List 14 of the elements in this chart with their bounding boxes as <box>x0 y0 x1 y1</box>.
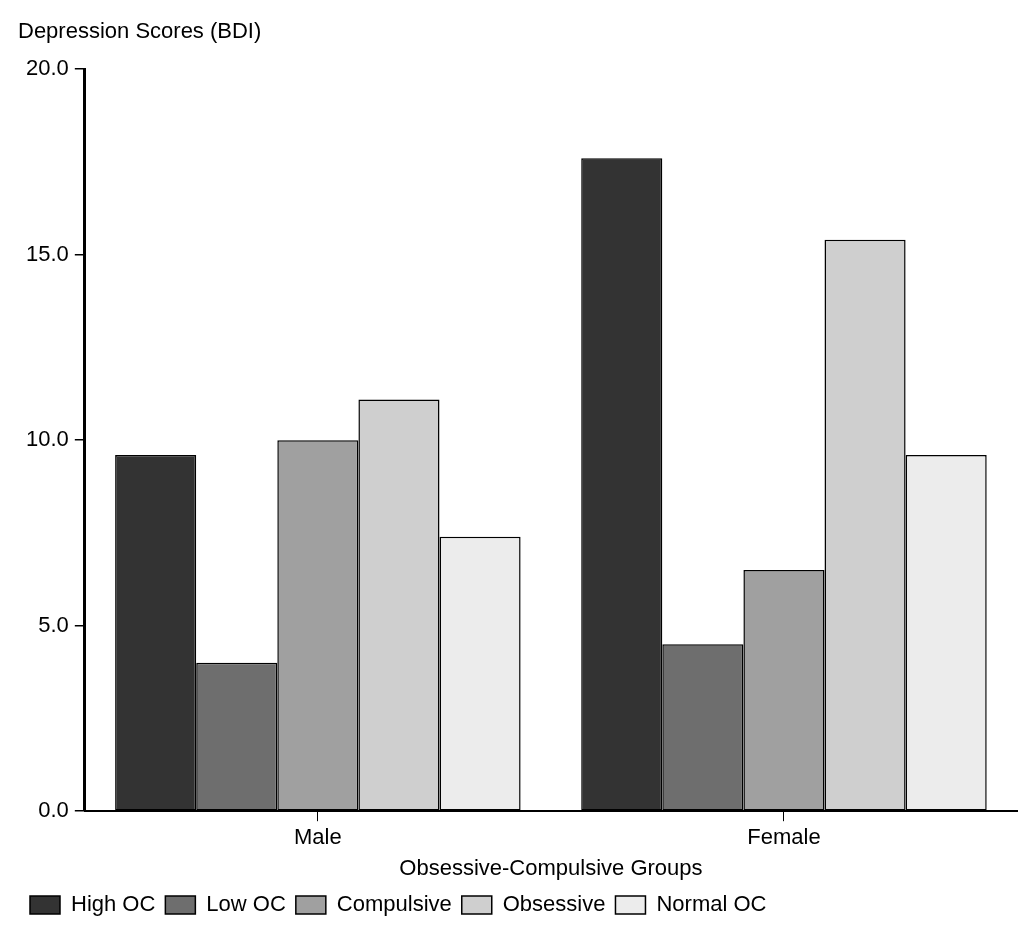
y-tick-label: 10.0 <box>25 426 69 452</box>
legend-label: Compulsive <box>336 891 452 917</box>
y-tick-label: 15.0 <box>25 240 69 266</box>
y-tick-label: 0.0 <box>38 797 69 823</box>
x-tick-label: Male <box>294 824 342 850</box>
legend-label: Obsessive <box>502 891 606 917</box>
legend-label: High OC <box>71 891 156 917</box>
y-tick-label: 20.0 <box>25 55 69 81</box>
x-axis-title: Obsessive-Compulsive Groups <box>399 854 703 880</box>
y-tick-label: 5.0 <box>38 611 69 637</box>
x-tick-label: Female <box>747 824 821 850</box>
legend-label: Low OC <box>206 891 286 917</box>
y-axis-title: Depression Scores (BDI) <box>18 18 262 44</box>
legend-label: Normal OC <box>656 891 767 917</box>
